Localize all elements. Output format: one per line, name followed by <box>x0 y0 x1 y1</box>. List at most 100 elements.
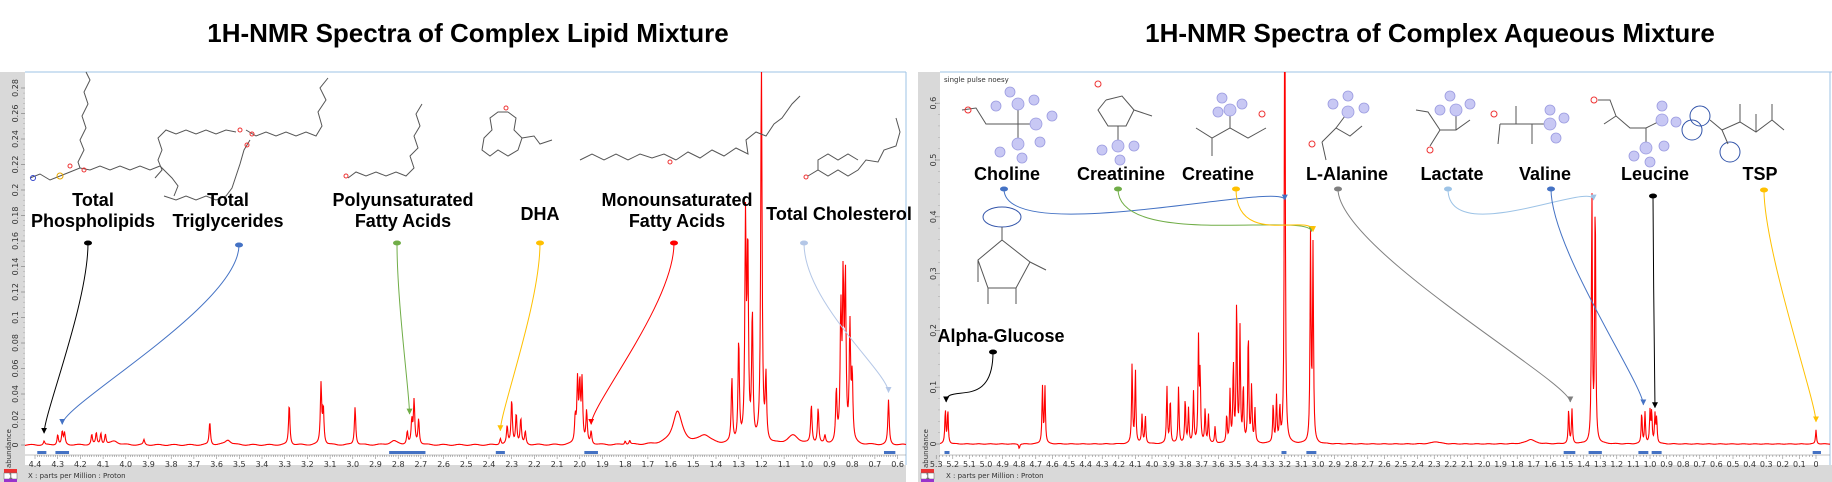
creatinine-structure-image <box>1094 80 1153 166</box>
annotation-arrow <box>1117 188 1315 233</box>
x-tick-label: 4.3 <box>1096 460 1109 469</box>
x-tick-label: 3.5 <box>1229 460 1242 469</box>
integration-region[interactable] <box>495 451 505 454</box>
x-tick-label: 1.5 <box>1561 460 1574 469</box>
x-tick-label: 2.6 <box>437 460 450 469</box>
x-tick-label: 1.2 <box>1610 460 1623 469</box>
y-axis-strip[interactable] <box>0 72 25 470</box>
integration-region[interactable] <box>1588 451 1602 454</box>
x-tick-label: 4.3 <box>51 460 64 469</box>
x-tick-label: 3.1 <box>324 460 337 469</box>
x-tick-label: 5.2 <box>946 460 959 469</box>
x-tick-label: 1.1 <box>1627 460 1640 469</box>
x-tick-label: 2.3 <box>1428 460 1441 469</box>
experiment-label: single pulse noesy <box>944 76 1009 84</box>
x-tick-label: 3.2 <box>301 460 314 469</box>
annotation-arrow <box>943 351 994 403</box>
integration-region[interactable] <box>389 451 426 454</box>
integration-region[interactable] <box>944 451 950 454</box>
annotation-label: Fatty Acids <box>629 211 725 231</box>
annotation-label: DHA <box>521 204 560 224</box>
x-tick-label: 1.8 <box>1511 460 1524 469</box>
annotation-label: Total Cholesterol <box>766 204 912 224</box>
x-axis-strip <box>0 465 906 482</box>
x-tick-label: 0.1 <box>1793 460 1806 469</box>
y-tick-label: 0 <box>11 442 20 447</box>
annotation-label: TSP <box>1742 164 1777 184</box>
x-tick-label: 2.0 <box>1478 460 1491 469</box>
x-tick-label: 2.2 <box>1444 460 1457 469</box>
x-tick-label: 1.6 <box>664 460 677 469</box>
x-tick-label: 2.7 <box>1361 460 1374 469</box>
alpha-glucose-structure-image <box>977 206 1047 304</box>
annotation-arrow <box>59 244 240 425</box>
x-tick-label: 2.9 <box>369 460 382 469</box>
lipid-panel: abundance 1 X : parts per Million : Prot… <box>0 71 907 482</box>
x-tick-label: 1.9 <box>1494 460 1507 469</box>
x-tick-label: 1.8 <box>619 460 632 469</box>
x-tick-label: 2.5 <box>460 460 473 469</box>
x-tick-label: 0 <box>1813 460 1818 469</box>
x-tick-label: 0.2 <box>1776 460 1789 469</box>
x-tick-label: 2.8 <box>392 460 405 469</box>
y-tick-label: 0.12 <box>11 283 20 301</box>
y-tick-label: 0.1 <box>929 381 938 394</box>
spectrum-line <box>25 72 906 446</box>
annotation-arrow <box>396 242 413 415</box>
x-tick-label: 2.3 <box>505 460 518 469</box>
plot-index-icon[interactable]: 1 <box>920 469 935 482</box>
x-tick-label: 5.0 <box>980 460 993 469</box>
x-tick-label: 4.8 <box>1013 460 1026 469</box>
y-tick-label: 0.04 <box>11 385 20 403</box>
x-tick-label: 4.0 <box>1146 460 1159 469</box>
x-tick-label: 2.9 <box>1328 460 1341 469</box>
y-tick-label: 0.5 <box>929 154 938 167</box>
integration-region[interactable] <box>55 451 70 454</box>
plot-index-icon[interactable]: 1 <box>3 469 18 482</box>
aqueous-panel: abundance 1 X : parts per Million : Prot… <box>918 71 1832 482</box>
x-tick-label: 2.4 <box>1411 460 1424 469</box>
x-tick-label: 1.0 <box>800 460 813 469</box>
lactate-structure-image <box>1415 90 1476 154</box>
x-tick-label: 5.1 <box>963 460 976 469</box>
valine-structure-image <box>1490 104 1570 145</box>
x-tick-label: 4.7 <box>1029 460 1042 469</box>
plot-index: 1 <box>926 473 930 481</box>
integration-region[interactable] <box>1281 451 1287 454</box>
x-tick-label: 3.1 <box>1295 460 1308 469</box>
integration-region[interactable] <box>1306 451 1317 454</box>
x-tick-label: 3.6 <box>1212 460 1225 469</box>
annotation-arrow <box>1447 188 1597 215</box>
x-tick-label: 2.6 <box>1378 460 1391 469</box>
x-tick-label: 3.0 <box>346 460 359 469</box>
x-tick-label: 3.3 <box>1262 460 1275 469</box>
annotation-label: Alpha-Glucose <box>937 326 1064 346</box>
x-tick-label: 0.6 <box>1710 460 1723 469</box>
x-tick-label: 2.2 <box>528 460 541 469</box>
integration-region[interactable] <box>1651 451 1662 454</box>
integration-region[interactable] <box>37 451 47 454</box>
x-tick-label: 3.6 <box>210 460 223 469</box>
x-tick-label: 0.8 <box>846 460 859 469</box>
integration-region[interactable] <box>883 451 896 454</box>
x-tick-label: 3.4 <box>256 460 269 469</box>
y-tick-label: 0.3 <box>929 267 938 280</box>
integration-region[interactable] <box>1563 451 1576 454</box>
integration-region[interactable] <box>1638 451 1649 454</box>
x-tick-label: 1.0 <box>1644 460 1657 469</box>
x-tick-label: 1.3 <box>732 460 745 469</box>
y-tick-label: 0.4 <box>929 210 938 223</box>
y-axis-strip[interactable] <box>918 72 940 470</box>
annotation-arrow <box>1651 195 1658 409</box>
phospholipid-structure-image <box>29 71 179 197</box>
x-axis-label: X : parts per Million : Proton <box>946 472 1044 480</box>
x-tick-label: 3.0 <box>1312 460 1325 469</box>
x-tick-label: 3.7 <box>188 460 201 469</box>
x-tick-label: 0.9 <box>1660 460 1673 469</box>
y-axis-label: abundance <box>922 429 930 468</box>
integration-region[interactable] <box>584 451 598 454</box>
x-tick-label: 1.9 <box>596 460 609 469</box>
annotation-arrow <box>497 242 541 432</box>
integration-region[interactable] <box>1812 451 1821 454</box>
x-tick-label: 0.8 <box>1677 460 1690 469</box>
